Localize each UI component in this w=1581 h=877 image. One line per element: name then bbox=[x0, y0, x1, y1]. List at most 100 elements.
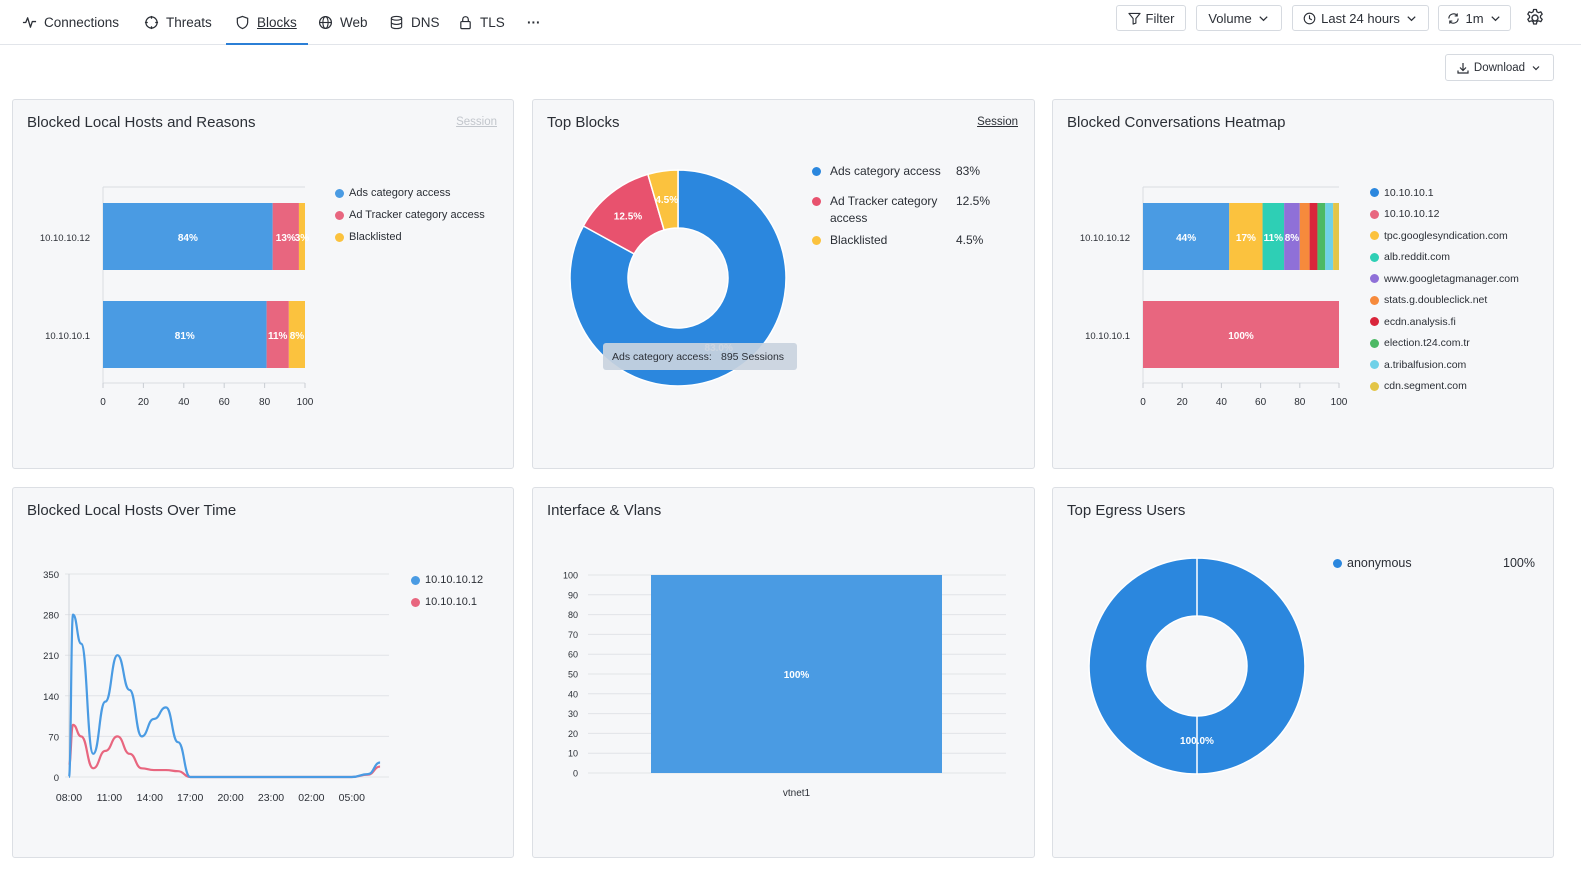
lock-icon bbox=[460, 16, 471, 30]
panel-title: Top Egress Users bbox=[1067, 502, 1186, 519]
bar-segment bbox=[288, 301, 305, 368]
more-menu-button[interactable]: ··· bbox=[527, 0, 541, 45]
x-tick-label: 0 bbox=[100, 397, 106, 408]
legend-item[interactable]: 10.10.10.12 bbox=[1370, 204, 1519, 226]
legend-item[interactable]: ecdn.analysis.fi bbox=[1370, 311, 1519, 333]
legend-dot bbox=[1370, 209, 1379, 219]
session-toggle-link[interactable]: Session bbox=[456, 116, 497, 128]
settings-gear-icon[interactable] bbox=[1524, 7, 1546, 29]
tab-web[interactable]: Web bbox=[318, 0, 368, 45]
legend-dot bbox=[1370, 317, 1379, 327]
refresh-interval-dropdown[interactable]: 1m bbox=[1438, 5, 1511, 31]
tab-connections[interactable]: Connections bbox=[22, 0, 119, 45]
over-time-legend: 10.10.10.12 10.10.10.1 bbox=[411, 569, 483, 613]
top-nav-bar: Connections Threats Blocks Web DNS TLS ·… bbox=[0, 0, 1581, 45]
y-category-label: 10.10.10.1 bbox=[45, 331, 90, 342]
legend-item[interactable]: Ad Tracker category access bbox=[335, 204, 485, 226]
y-tick-label: 100 bbox=[563, 571, 578, 581]
bar-data-label: 44% bbox=[1176, 233, 1196, 244]
legend-item[interactable]: election.t24.com.tr bbox=[1370, 333, 1519, 355]
panel-title: Blocked Conversations Heatmap bbox=[1067, 114, 1286, 131]
bar-data-label: 81% bbox=[175, 331, 195, 342]
legend-item[interactable]: 10.10.10.12 bbox=[411, 569, 483, 591]
panel-hosts-reasons: Blocked Local Hosts and Reasons Session … bbox=[12, 99, 514, 469]
activity-icon bbox=[22, 17, 37, 28]
donut-data-label: 12.5% bbox=[614, 212, 642, 223]
x-tick-label: 40 bbox=[178, 397, 190, 408]
legend-dot bbox=[812, 236, 821, 245]
legend-label: ecdn.analysis.fi bbox=[1384, 315, 1456, 328]
bar-segment bbox=[1262, 203, 1285, 270]
legend-label: www.googletagmanager.com bbox=[1384, 272, 1519, 285]
legend-item[interactable]: www.googletagmanager.com bbox=[1370, 268, 1519, 290]
legend-item[interactable]: 10.10.10.1 bbox=[1370, 182, 1519, 204]
bar-segment bbox=[298, 203, 305, 270]
legend-item[interactable]: 10.10.10.1 bbox=[411, 591, 483, 613]
legend-item[interactable]: a.tribalfusion.com bbox=[1370, 354, 1519, 376]
x-tick-label: 02:00 bbox=[298, 792, 324, 804]
bar-data-label: 11% bbox=[268, 331, 288, 342]
legend-value: 12.5% bbox=[956, 194, 991, 208]
session-toggle-link[interactable]: Session bbox=[977, 116, 1018, 128]
legend-label: 10.10.10.12 bbox=[425, 574, 484, 586]
legend-dot bbox=[1370, 274, 1379, 284]
egress-donut-chart: 100.0% bbox=[1088, 557, 1306, 775]
panel-title: Blocked Local Hosts and Reasons bbox=[27, 114, 256, 131]
crosshair-icon bbox=[144, 15, 159, 30]
bar-data-label: 11% bbox=[1264, 233, 1284, 244]
legend-label: 10.10.10.1 bbox=[1384, 186, 1434, 199]
bar-segment bbox=[1317, 203, 1326, 270]
panel-over-time: Blocked Local Hosts Over Time 0 70 140 210 2… bbox=[12, 487, 514, 858]
tab-blocks[interactable]: Blocks bbox=[235, 0, 297, 45]
x-tick-label: 23:00 bbox=[258, 792, 284, 804]
tab-tls[interactable]: TLS bbox=[458, 0, 505, 45]
tab-dns[interactable]: DNS bbox=[389, 0, 440, 45]
legend-item[interactable]: Ads category access 83% bbox=[812, 163, 1017, 188]
chevron-down-icon bbox=[1490, 15, 1500, 21]
bar-segment bbox=[1143, 301, 1339, 368]
legend-item[interactable]: tpc.googlesyndication.com bbox=[1370, 225, 1519, 247]
x-tick-label: 17:00 bbox=[177, 792, 203, 804]
chevron-down-icon bbox=[1407, 15, 1416, 21]
download-button[interactable]: Download bbox=[1445, 54, 1554, 81]
series-line bbox=[67, 723, 381, 779]
tab-label: DNS bbox=[411, 15, 440, 30]
x-tick-label: 80 bbox=[259, 397, 271, 408]
legend-item[interactable]: alb.reddit.com bbox=[1370, 247, 1519, 269]
filter-label: Filter bbox=[1145, 10, 1175, 26]
legend-label: election.t24.com.tr bbox=[1384, 337, 1470, 350]
legend-label: 10.10.10.12 bbox=[1384, 208, 1440, 221]
legend-label: cdn.segment.com bbox=[1384, 380, 1467, 393]
filter-button[interactable]: Filter bbox=[1116, 5, 1186, 31]
bar-data-label: 3% bbox=[295, 233, 310, 244]
legend-item[interactable]: anonymous 100% bbox=[1333, 552, 1535, 574]
tab-label: Blocks bbox=[257, 15, 297, 30]
legend-item[interactable]: cdn.segment.com bbox=[1370, 376, 1519, 398]
x-tick-label: 60 bbox=[219, 397, 231, 408]
x-category-label: vtnet1 bbox=[783, 788, 811, 799]
y-tick-label: 60 bbox=[568, 650, 578, 660]
donut-slice bbox=[569, 169, 787, 387]
active-tab-indicator bbox=[226, 43, 308, 45]
legend-value: 83% bbox=[956, 164, 981, 178]
legend-label: stats.g.doubleclick.net bbox=[1384, 294, 1488, 307]
hosts-reasons-legend: Ads category access Ad Tracker category a… bbox=[335, 182, 485, 248]
time-range-dropdown[interactable]: Last 24 hours bbox=[1292, 5, 1429, 31]
legend-item[interactable]: Blacklisted bbox=[335, 226, 485, 248]
bar-segment bbox=[1309, 203, 1318, 270]
legend-label: tpc.googlesyndication.com bbox=[1384, 229, 1508, 242]
volume-dropdown[interactable]: Volume bbox=[1196, 5, 1282, 31]
legend-item[interactable]: stats.g.doubleclick.net bbox=[1370, 290, 1519, 312]
legend-item[interactable]: Ad Tracker category access 12.5% bbox=[812, 193, 1017, 227]
legend-item[interactable]: Ads category access bbox=[335, 182, 485, 204]
tooltip-box bbox=[603, 343, 797, 370]
bar-segment bbox=[1299, 203, 1310, 270]
tab-threats[interactable]: Threats bbox=[144, 0, 212, 45]
legend-item[interactable]: Blacklisted 4.5% bbox=[812, 232, 1017, 257]
y-tick-label: 50 bbox=[568, 670, 578, 680]
x-tick-label: 100 bbox=[297, 397, 314, 408]
panel-title: Interface & Vlans bbox=[547, 502, 662, 519]
x-tick-label: 20:00 bbox=[217, 792, 243, 804]
database-icon bbox=[390, 15, 403, 30]
clock-icon bbox=[1303, 12, 1316, 24]
